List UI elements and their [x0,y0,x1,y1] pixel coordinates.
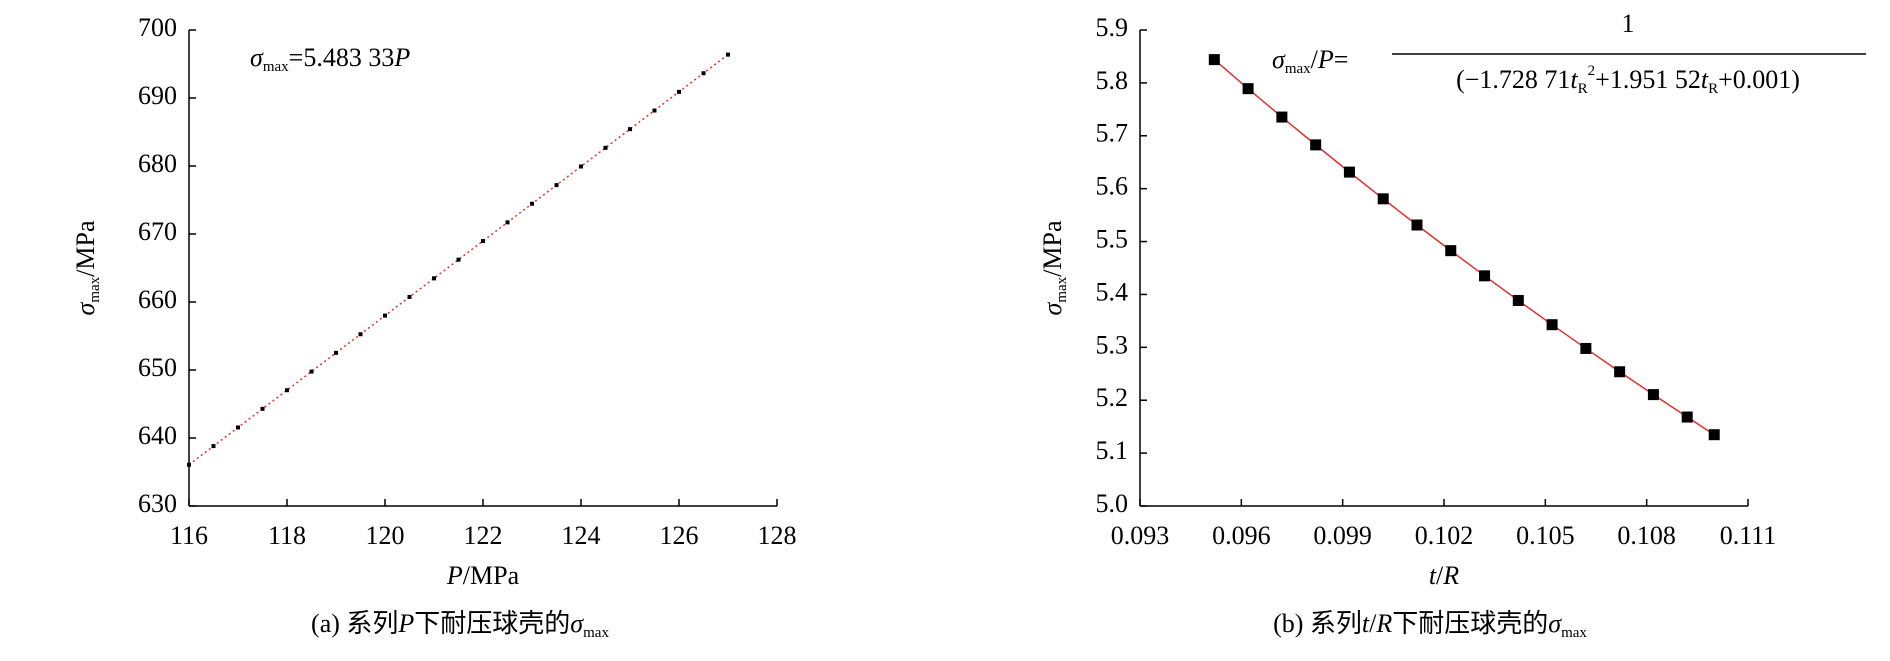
y-tick-label: 680 [138,149,177,178]
y-tick-label: 630 [138,489,177,518]
y-tick-label: 690 [138,81,177,110]
point [407,294,412,299]
point [1647,389,1659,401]
y-tick-label: 5.7 [1096,119,1129,148]
point [309,369,314,374]
y-axis-label: σmax/MPa [71,220,103,315]
x-tick-label: 0.108 [1617,521,1676,550]
annotation-denominator: (−1.728 71tR2+1.951 52tR+0.001) [1456,63,1800,97]
x-tick-label: 0.093 [1111,521,1170,550]
y-tick-label: 5.9 [1096,13,1129,42]
point [1377,193,1389,205]
x-tick-label: 120 [366,521,405,550]
point [334,350,338,355]
point [1708,429,1720,441]
point [1681,411,1693,423]
y-tick-label: 660 [138,285,177,314]
y-tick-label: 700 [138,13,177,42]
y-tick-label: 5.8 [1096,66,1129,95]
point [1445,245,1457,257]
x-tick-label: 0.105 [1516,521,1575,550]
y-tick-label: 5.4 [1096,277,1129,306]
point [1546,319,1558,331]
point [432,276,436,281]
annotation-numerator: 1 [1622,9,1635,38]
point [628,127,632,132]
x-axis-label: P/MPa [446,561,520,590]
caption: (a) 系列P下耐压球壳的σmax [311,609,609,641]
y-tick-label: 670 [138,217,177,246]
point [1310,139,1322,151]
point [701,71,706,76]
point [236,425,240,430]
annotation: σmax=5.483 33P [250,43,410,75]
x-tick-label: 128 [758,521,797,550]
point [1343,166,1355,178]
point [652,108,657,113]
point [505,220,510,225]
y-tick-label: 5.0 [1096,489,1129,518]
caption: (b) 系列t/R下耐压球壳的σmax [1273,609,1587,641]
point [1208,54,1220,66]
point [211,444,216,449]
x-tick-label: 0.099 [1313,521,1372,550]
point [530,201,534,206]
x-tick-label: 124 [562,521,601,550]
point [481,239,485,244]
y-axis-label: σmax/MPa [1038,220,1070,315]
point [579,164,583,169]
x-tick-label: 116 [170,521,208,550]
point [554,183,559,188]
point [1512,294,1524,306]
x-tick-label: 126 [660,521,699,550]
x-tick-label: 0.096 [1212,521,1271,550]
x-tick-label: 122 [464,521,503,550]
point [726,52,730,57]
point [1614,366,1626,378]
trend-line [1213,59,1715,436]
point [456,257,461,262]
y-tick-label: 5.1 [1096,436,1129,465]
point [260,406,265,411]
x-tick-label: 0.102 [1415,521,1474,550]
point [187,462,191,467]
x-axis-label: t/R [1429,561,1459,590]
point [1411,219,1423,231]
y-tick-label: 650 [138,353,177,382]
y-tick-label: 640 [138,421,177,450]
annotation: σmax/P= [1272,45,1348,77]
point [603,145,608,150]
point [1479,270,1491,282]
y-tick-label: 5.6 [1096,172,1129,201]
point [677,89,681,94]
point [1276,111,1288,123]
y-tick-label: 5.3 [1096,330,1129,359]
point [285,388,289,393]
point [383,313,387,318]
point [358,332,363,337]
y-tick-label: 5.5 [1096,225,1129,254]
point [1580,342,1592,354]
y-tick-label: 5.2 [1096,383,1129,412]
x-tick-label: 0.111 [1720,521,1777,550]
x-tick-label: 118 [268,521,306,550]
point [1242,83,1254,95]
